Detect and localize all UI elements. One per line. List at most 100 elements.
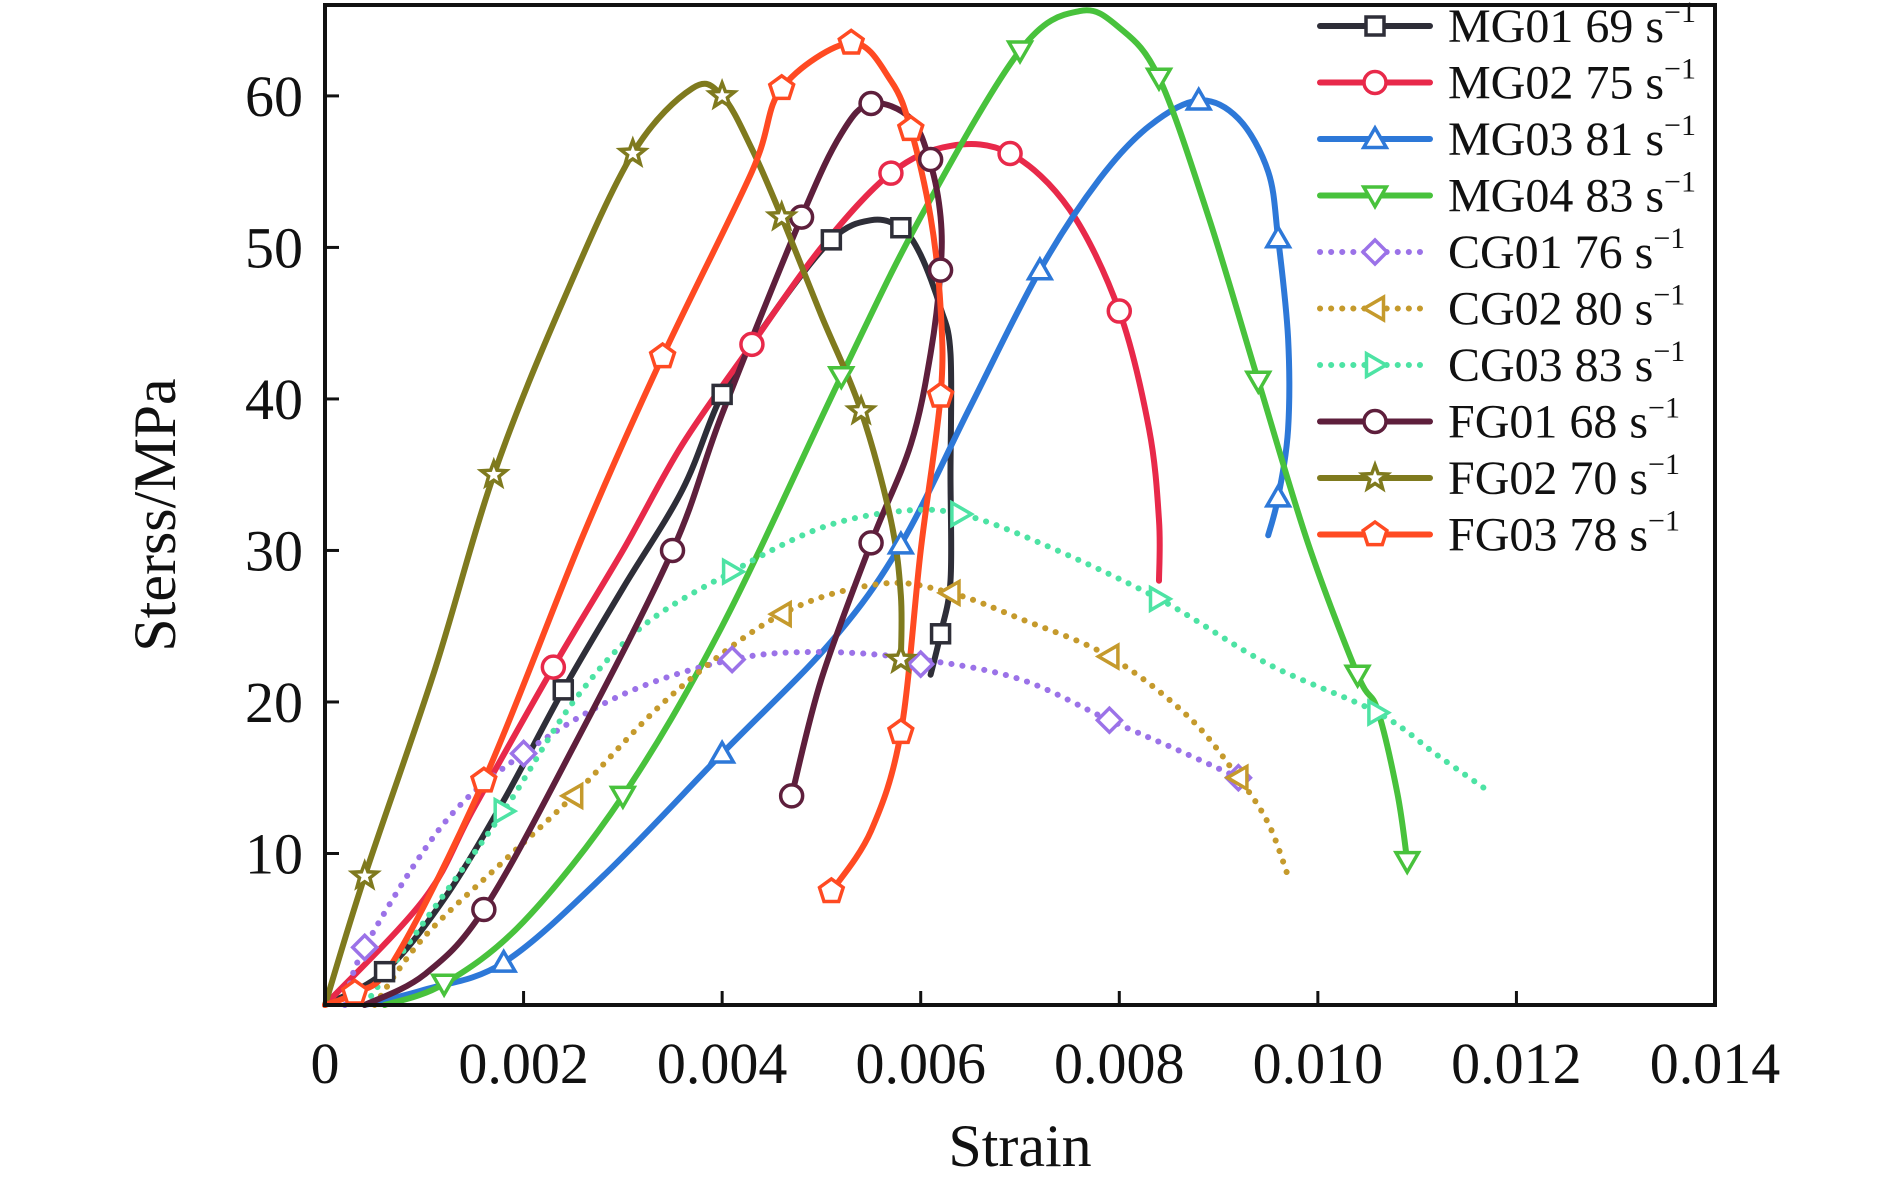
- legend-marker: [1362, 408, 1388, 435]
- data-point-cg02: [935, 578, 961, 608]
- data-point-cg01: [906, 649, 936, 679]
- data-point-fg01: [858, 90, 884, 117]
- series-line-fg03: [322, 39, 946, 1008]
- data-point-mg01: [373, 960, 396, 983]
- legend-marker: [1364, 15, 1386, 37]
- data-point-cg02: [1223, 763, 1249, 793]
- y-tick-label: 50: [245, 215, 303, 280]
- data-point-mg02: [878, 160, 904, 186]
- data-point-fg02: [764, 199, 799, 232]
- series-line-fg02: [322, 80, 905, 1008]
- data-point-cg01: [1094, 705, 1124, 735]
- data-point-fg02: [705, 77, 740, 111]
- data-point-mg01: [820, 229, 843, 251]
- legend-entry: CG03 83 s−1: [1317, 335, 1685, 392]
- data-point-mg04: [608, 785, 638, 811]
- x-tick-label: 0.008: [1054, 1031, 1185, 1096]
- legend-label: MG03 81 s−1: [1448, 109, 1696, 166]
- data-point-fg02: [347, 858, 382, 891]
- legend-entry: MG03 81 s−1: [1317, 109, 1696, 166]
- data-point-mg01: [711, 383, 733, 406]
- data-point-fg01: [471, 896, 497, 923]
- legend-label: MG02 75 s−1: [1448, 53, 1696, 110]
- data-point-mg01: [929, 623, 952, 645]
- data-point-fg01: [917, 146, 944, 173]
- data-point-cg03: [1367, 698, 1392, 727]
- data-point-fg01: [788, 204, 815, 230]
- x-tick-label: 0.002: [458, 1031, 589, 1096]
- legend-label: CG01 76 s−1: [1448, 222, 1685, 279]
- legend-marker: [1360, 185, 1390, 210]
- plot-frame: [323, 3, 1717, 1007]
- data-point-cg03: [493, 796, 519, 826]
- x-axis-title: Strain: [948, 1113, 1091, 1176]
- data-point-cg03: [1148, 584, 1174, 614]
- y-tick-label: 60: [245, 64, 303, 129]
- x-tick-label: 0.014: [1650, 1031, 1781, 1096]
- data-point-mg03: [1263, 482, 1293, 508]
- series-line-fg01: [361, 100, 945, 1008]
- data-point-cg02: [767, 599, 792, 629]
- data-point-fg02: [883, 641, 918, 675]
- data-point-mg04: [1144, 67, 1174, 93]
- data-point-mg02: [997, 140, 1023, 167]
- data-point-fg03: [817, 876, 846, 904]
- y-tick-label: 10: [245, 821, 303, 886]
- data-point-mg03: [1263, 223, 1293, 249]
- data-point-mg01: [552, 679, 575, 701]
- legend-label: FG03 78 s−1: [1448, 505, 1680, 562]
- legend-label: MG04 83 s−1: [1448, 166, 1696, 223]
- x-tick-label: 0.010: [1253, 1031, 1384, 1096]
- legend-entry: MG01 69 s−1: [1317, 0, 1696, 53]
- data-point-mg03: [707, 738, 737, 764]
- x-tick-label: 0.012: [1451, 1031, 1582, 1096]
- data-point-cg01: [717, 645, 747, 674]
- data-point-mg04: [1343, 664, 1372, 690]
- y-tick-label: 30: [245, 518, 303, 583]
- legend-label: MG01 69 s−1: [1448, 0, 1696, 53]
- plot-lines-layer: [322, 7, 1490, 1008]
- series-line-cg01: [341, 649, 1242, 1008]
- legend-entry: MG02 75 s−1: [1317, 53, 1696, 110]
- data-point-fg03: [926, 381, 955, 408]
- x-tick-label: 0.004: [657, 1031, 788, 1096]
- data-point-mg01: [890, 216, 912, 239]
- data-point-mg04: [1243, 370, 1273, 396]
- legend-marker: [1364, 350, 1390, 380]
- data-point-mg04: [1005, 40, 1035, 65]
- data-point-cg03: [950, 499, 975, 529]
- legend-label: FG02 70 s−1: [1448, 448, 1680, 505]
- data-point-cg01: [350, 932, 380, 962]
- data-point-cg02: [558, 781, 584, 811]
- data-point-cg01: [509, 739, 539, 768]
- data-point-mg04: [1392, 850, 1422, 876]
- legend-entry: FG01 68 s−1: [1317, 392, 1680, 449]
- data-point-mg04: [429, 973, 459, 999]
- legend-label: CG03 83 s−1: [1448, 335, 1685, 392]
- x-axis: 0 0.002 0.004 0.006 0.008 0.010 0.012 0.014: [311, 991, 1781, 1096]
- data-point-mg03: [489, 948, 519, 973]
- y-tick-label: 20: [245, 670, 303, 735]
- data-point-fg01: [927, 257, 954, 283]
- y-axis-title: Sterss/MPa: [122, 378, 188, 651]
- legend-entry: CG01 76 s−1: [1317, 222, 1685, 279]
- legend-label: CG02 80 s−1: [1448, 279, 1685, 336]
- data-point-fg02: [476, 456, 511, 490]
- data-point-fg03: [886, 717, 915, 745]
- data-point-fg03: [896, 114, 925, 142]
- y-tick-label: 40: [245, 367, 303, 432]
- data-point-mg02: [739, 331, 765, 358]
- data-point-cg02: [1094, 642, 1120, 671]
- x-tick-label: 0: [311, 1031, 340, 1096]
- data-point-fg02: [844, 393, 879, 426]
- legend-entry: CG02 80 s−1: [1317, 279, 1685, 336]
- data-point-cg03: [721, 557, 747, 586]
- data-point-mg02: [1106, 298, 1133, 324]
- legend-marker: [1361, 519, 1389, 547]
- legend-marker: [1360, 124, 1390, 150]
- legend-marker: [1362, 69, 1388, 96]
- data-point-fg03: [648, 341, 677, 369]
- data-point-fg03: [837, 28, 866, 55]
